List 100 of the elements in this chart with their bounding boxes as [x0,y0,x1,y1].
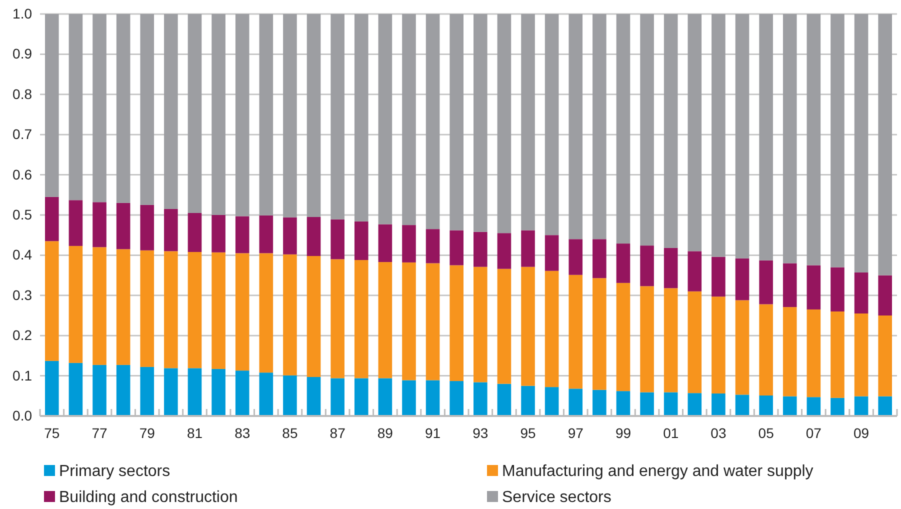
bar [592,14,606,240]
bar [497,233,512,269]
bar [854,272,868,314]
bar [712,256,726,297]
bar [782,263,797,308]
bar [759,304,773,396]
bar [450,381,464,416]
y-tick-label: 0.1 [12,367,32,384]
bar [212,368,226,416]
bar [568,388,583,416]
bar [759,14,773,260]
bar [806,397,821,416]
bar [878,275,892,316]
bar [592,239,606,278]
x-tick-label: 83 [234,424,250,441]
bar [497,384,512,416]
bar [830,14,844,268]
bar [378,378,392,416]
bar [450,14,464,230]
bar [426,380,440,416]
bar [688,251,702,292]
y-tick-label: 1.0 [12,5,32,22]
x-tick-label: 91 [425,424,441,441]
bar [688,393,702,416]
bar [592,278,606,390]
bar [640,286,654,392]
bar [378,262,392,378]
y-tick-label: 0.8 [12,86,32,102]
bar [283,217,297,254]
bar [782,14,797,264]
bar [259,14,274,216]
x-tick-label: 89 [377,424,394,441]
bar [283,254,297,376]
bar [616,391,630,416]
bar [830,398,844,416]
bar [759,396,773,416]
bar [354,14,368,222]
x-tick-label: 97 [568,424,584,441]
bar [378,224,392,262]
bar [140,204,154,250]
y-tick-label: 0.9 [12,46,32,62]
bar [664,14,678,248]
bar [330,259,344,378]
bar [330,378,344,416]
bar [354,378,368,416]
bar [354,260,368,378]
bar [830,311,844,398]
bar [592,390,606,416]
bar [735,258,750,300]
x-tick-label: 07 [806,424,822,441]
bar [521,386,535,416]
x-tick-label: 93 [472,424,488,441]
bar [497,14,512,234]
bar [521,14,535,230]
bar [140,14,154,205]
bar [354,221,368,260]
bar [188,252,202,368]
bar [830,267,844,312]
bar [735,14,750,258]
bar [164,251,178,368]
bar [188,212,202,252]
bar [283,375,297,416]
bar [283,14,297,218]
bar [712,393,726,416]
y-tick-label: 0.3 [12,286,32,303]
bar [68,14,83,200]
bar [878,316,892,396]
bar [806,14,821,266]
bar [259,372,274,416]
bar [544,270,559,388]
bar [235,253,250,371]
bar [854,14,868,272]
x-tick-label: 81 [186,424,203,441]
bar [782,396,797,416]
bar [450,230,464,266]
bar [426,229,440,264]
bar [330,219,344,260]
legend-label: Building and construction [59,489,238,506]
bar [235,14,250,216]
bar [474,382,488,416]
bar [116,14,130,203]
bar [164,208,178,252]
bar [45,241,59,361]
bar [735,394,750,416]
bar [306,377,321,416]
bar [497,268,512,384]
bar [854,396,868,416]
bar [426,14,440,230]
x-tick-label: 05 [758,424,774,441]
bar [45,196,59,242]
bar [568,14,583,240]
bar [878,14,892,276]
x-tick-label: 99 [615,424,632,441]
bar [92,14,106,202]
bar [402,225,416,262]
y-tick-label: 0.6 [12,166,32,182]
bar [759,260,773,304]
bar [806,265,821,310]
bar [664,248,678,288]
bar [664,392,678,416]
